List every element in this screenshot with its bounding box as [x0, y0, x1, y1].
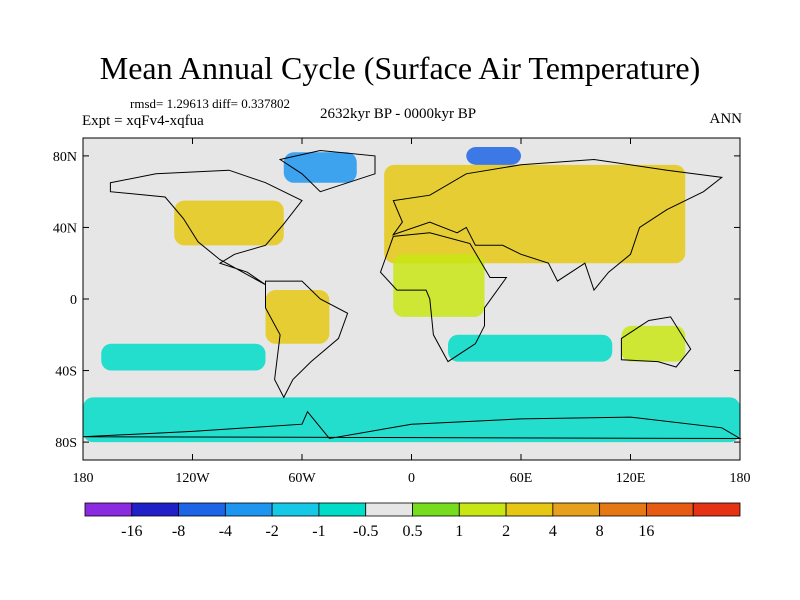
colorbar-box — [365, 502, 413, 517]
coastline-3 — [379, 232, 508, 363]
region-australia-warm — [621, 325, 686, 362]
colorbar-box — [178, 502, 226, 517]
colorbar-box — [271, 502, 320, 517]
experiment-label: Expt = xqFv4-xqfua — [82, 113, 204, 129]
colorbar-label: -16 — [121, 523, 142, 540]
region-south-america-warm — [265, 290, 330, 344]
colorbar-label: 16 — [638, 523, 654, 540]
coastline-0 — [109, 169, 303, 286]
region-greenland-cold — [283, 152, 357, 183]
x-axis: 180 120W 60W 0 60E 120E 180 — [73, 138, 751, 486]
region-north-america-warm — [174, 200, 284, 246]
y-tick-label: 0 — [70, 293, 77, 308]
colorbar-box — [646, 502, 694, 517]
map-field — [83, 138, 740, 460]
colorbar-label: 1 — [455, 523, 463, 540]
colorbar-label: 2 — [502, 523, 510, 540]
coastline-4 — [620, 316, 692, 368]
colorbar-label: -0.5 — [353, 523, 378, 540]
y-tick-label: 80S — [55, 436, 77, 451]
colorbar-label: 4 — [549, 523, 557, 540]
colorbar-box — [505, 502, 554, 517]
x-tick-label: 60E — [510, 471, 533, 486]
colorbar-box — [84, 502, 133, 517]
colorbar-label: 0.5 — [403, 523, 423, 540]
colorbar-box — [552, 502, 601, 517]
colorbar-label: -1 — [312, 523, 325, 540]
coastline-1 — [265, 280, 349, 399]
x-tick-label: 180 — [73, 471, 94, 486]
region-eurasia-warm — [384, 164, 686, 264]
region-africa-warm — [393, 254, 485, 317]
y-axis: 80N 40N 0 40S 80S — [53, 150, 740, 451]
x-tick-label: 120W — [175, 471, 210, 486]
colorbar-box — [131, 502, 179, 517]
x-tick-label: 180 — [730, 471, 751, 486]
colorbar-box — [692, 502, 741, 517]
colorbar-box — [318, 502, 367, 517]
region-southern-ocean-cool — [83, 397, 740, 443]
coastline-2 — [391, 158, 724, 292]
colorbar-label: -8 — [172, 523, 185, 540]
x-tick-label: 0 — [408, 471, 415, 486]
x-tick-label: 60W — [288, 471, 316, 486]
region-indian-ocean-cool — [448, 334, 613, 362]
colorbar-box — [599, 502, 647, 517]
colorbar-box — [412, 502, 460, 517]
coastlines — [82, 149, 742, 440]
x-tick-label: 120E — [616, 471, 646, 486]
colorbar-label: 8 — [596, 523, 604, 540]
season-label: ANN — [709, 111, 743, 127]
region-pacific-cool — [101, 343, 266, 371]
period-label: 2632kyr BP - 0000kyr BP — [320, 106, 477, 122]
colorbar-box — [458, 502, 507, 517]
region-arctic-cold — [466, 146, 521, 165]
y-tick-label: 80N — [53, 150, 77, 165]
colorbar: -16 -8 -4 -2 -1 -0.5 0.5 1 2 4 8 16 — [84, 502, 741, 540]
colorbar-box — [224, 502, 273, 517]
stats-label: rmsd= 1.29613 diff= 0.337802 — [130, 96, 290, 111]
coastline-5 — [278, 149, 376, 193]
chart-title: Mean Annual Cycle (Surface Air Temperatu… — [99, 50, 701, 86]
colorbar-label: -4 — [219, 523, 232, 540]
y-tick-label: 40N — [53, 221, 77, 236]
coastline-6 — [82, 410, 742, 440]
y-tick-label: 40S — [55, 365, 77, 380]
colorbar-label: -2 — [265, 523, 278, 540]
